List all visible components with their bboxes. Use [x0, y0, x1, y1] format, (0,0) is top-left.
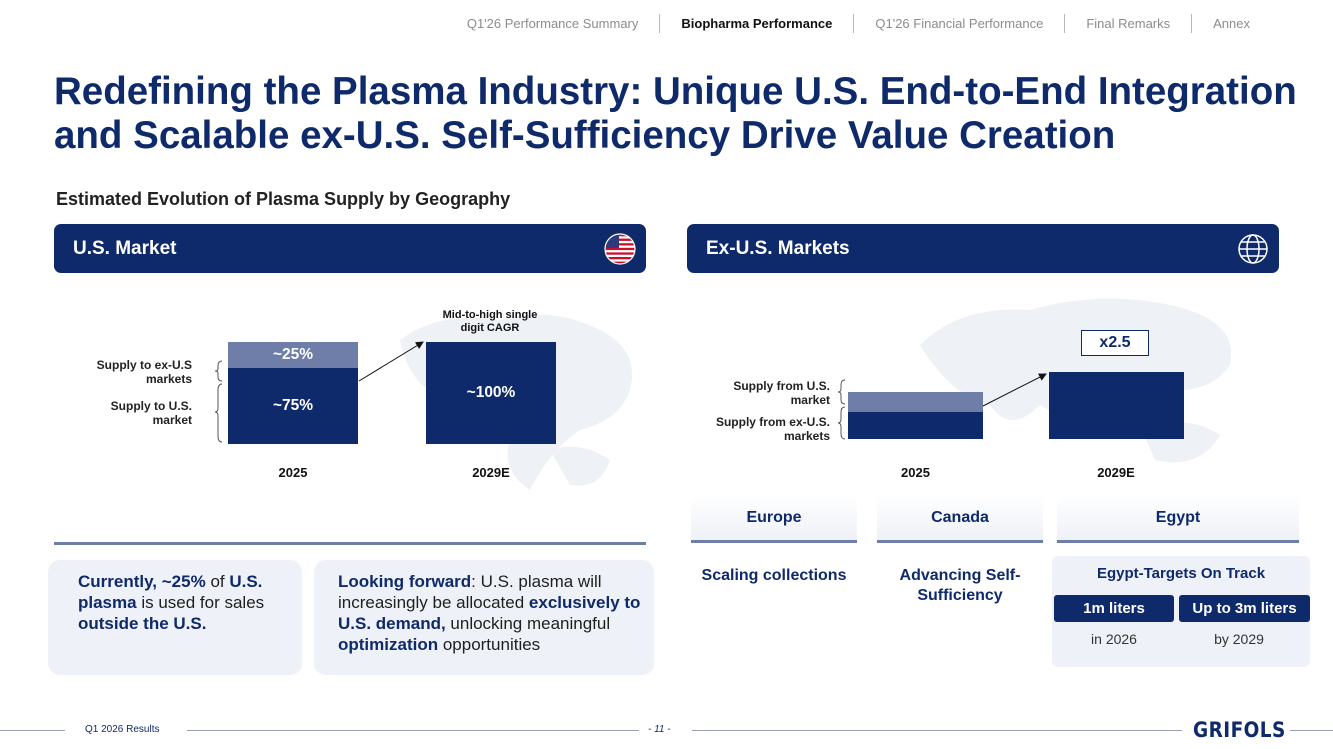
ex-label-supply-from-ex-us: Supply from ex-U.S. markets	[715, 415, 830, 443]
us-flag-icon	[604, 233, 636, 265]
ex-year-2029e: 2029E	[1097, 465, 1135, 480]
nav-item-final-remarks[interactable]: Final Remarks	[1064, 14, 1191, 33]
us-year-2025: 2025	[278, 465, 308, 480]
us-label-supply-us: Supply to U.S. market	[110, 399, 192, 427]
bar-2025-seg-0: ~75%	[228, 367, 358, 444]
page-title-line-1: Redefining the Plasma Industry: Unique U…	[54, 70, 1297, 113]
ex-label-braces	[837, 379, 846, 440]
ex-year-2025: 2025	[901, 465, 930, 480]
ex-growth-arrow	[982, 373, 1047, 407]
card-text-run: U.S. plasma	[78, 572, 263, 612]
globe-icon	[1238, 234, 1268, 264]
bar-2025-seg-0	[848, 412, 983, 439]
card-text-run: of	[205, 572, 230, 591]
bar-2025-seg-1: ~25%	[228, 342, 358, 368]
egypt-target-2026-value: 1m liters	[1054, 595, 1174, 622]
egypt-target-2029-value: Up to 3m liters	[1179, 595, 1310, 622]
card-text-run: exclusively to U.S. demand,	[338, 593, 641, 633]
ex-label-supply-from-us: Supply from U.S. market	[733, 379, 830, 407]
card-text-run: : U.S. plasma will increasingly be alloc…	[338, 572, 602, 612]
footer-page-number: - 11 -	[648, 724, 671, 735]
page-title-line-2: and Scalable ex-U.S. Self-Sufficiency Dr…	[54, 114, 1116, 157]
region-header-canada: Canada	[877, 495, 1043, 543]
page-title: Redefining the Plasma Industry: Unique U…	[54, 70, 1314, 158]
egypt-target-2026-when: in 2026	[1091, 631, 1137, 647]
card-text-run: unlocking meaningful	[445, 614, 611, 633]
us-info-card-forward: Looking forward: U.S. plasma will increa…	[314, 560, 654, 675]
bar-2029e-seg-0: ~100%	[426, 342, 556, 444]
top-nav: Q1'26 Performance Summary Biopharma Perf…	[446, 14, 1271, 33]
card-text-run: Looking forward	[338, 572, 472, 591]
us-label-supply-ex-us: Supply to ex-U.S markets	[96, 358, 192, 386]
us-market-header: U.S. Market	[54, 224, 646, 273]
card-text-run: is used for sales	[136, 593, 265, 612]
us-label-braces	[214, 360, 223, 443]
nav-item-annex[interactable]: Annex	[1191, 14, 1271, 33]
nav-item-financial[interactable]: Q1'26 Financial Performance	[853, 14, 1064, 33]
footer-line-left	[0, 730, 65, 731]
us-year-2029e: 2029E	[472, 465, 510, 480]
bar-2025-seg-1	[848, 391, 983, 412]
card-text-run: opportunities	[438, 635, 541, 654]
region-text-canada: Advancing Self-Sufficiency	[899, 567, 1021, 604]
us-cagr-annotation: Mid-to-high single digit CAGR	[442, 309, 538, 334]
bar-2029e-seg-0	[1049, 371, 1184, 439]
card-text-run: Currently, ~25%	[78, 572, 206, 591]
us-section-divider	[54, 542, 646, 545]
us-market-header-label: U.S. Market	[73, 237, 177, 259]
nav-item-biopharma[interactable]: Biopharma Performance	[659, 14, 853, 33]
region-text-egypt: Egypt-Targets On Track	[1096, 565, 1266, 582]
ex-us-markets-header-label: Ex-U.S. Markets	[706, 237, 850, 259]
footer-line-middle-left	[187, 730, 639, 731]
region-text-europe: Scaling collections	[701, 567, 847, 584]
card-text-run: outside the U.S.	[78, 614, 207, 633]
us-info-card-current: Currently, ~25% of U.S. plasma is used f…	[48, 560, 302, 675]
ex-us-markets-header: Ex-U.S. Markets	[687, 224, 1279, 273]
footer-line-right	[1290, 730, 1333, 731]
nav-item-q1-summary[interactable]: Q1'26 Performance Summary	[466, 16, 639, 31]
card-text-run: optimization	[338, 635, 439, 654]
egypt-target-2029-when: by 2029	[1214, 631, 1264, 647]
us-growth-arrow	[358, 341, 424, 382]
footer-line-middle-right	[692, 730, 1182, 731]
section-subtitle: Estimated Evolution of Plasma Supply by …	[56, 189, 511, 209]
grifols-logo: GRIFOLS	[1193, 718, 1286, 742]
region-header-europe: Europe	[691, 495, 857, 543]
footer-report-name: Q1 2026 Results	[85, 724, 160, 735]
region-header-egypt: Egypt	[1057, 495, 1299, 543]
ex-multiplier-badge: x2.5	[1081, 330, 1149, 356]
